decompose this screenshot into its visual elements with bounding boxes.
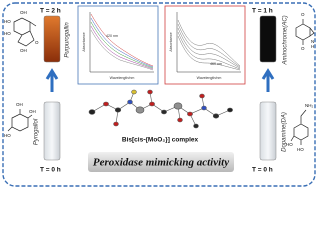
atom-label: OH [20, 48, 27, 53]
crystal-structure [88, 89, 233, 129]
compound-name: Pyrogallol [34, 118, 40, 145]
structure: NH₂ HO HO [286, 103, 313, 152]
atom-label: HO [4, 31, 11, 36]
axis-title: Absorbance [82, 32, 86, 51]
structure: O O N H [295, 12, 315, 51]
atom-label: O [35, 40, 39, 45]
time-label: T = 0 h [40, 167, 61, 174]
atom-label: O [301, 12, 305, 17]
annotation: 420 nm [106, 34, 118, 38]
atom-label: HO [4, 133, 11, 138]
atom-label: HO [4, 19, 11, 24]
axis-title: Absorbance [169, 32, 173, 51]
structure: OH OH HO [4, 102, 36, 138]
atom-label: OH [20, 10, 27, 15]
banner [88, 152, 234, 172]
compound-name: Dopamine(DA) [282, 112, 288, 152]
arrow [261, 68, 275, 92]
axis-title: Wavelength/nm [197, 76, 222, 80]
vial [43, 15, 61, 63]
vial [259, 101, 277, 161]
annotation: 460 nm [210, 62, 222, 66]
time-label: T = 0 h [252, 167, 273, 174]
atom-label: HO [286, 142, 293, 147]
graphical-abstract: T = 2 h Purpurogallin HO OH HO O OH T = … [2, 2, 316, 187]
atom-label: OH [29, 109, 36, 114]
atom-label: O [301, 46, 305, 51]
time-label: T = 2 h [40, 8, 61, 15]
spectrum-panel: Absorbance Wavelength/nm 420 nm [77, 5, 159, 85]
atom-label: N [311, 39, 314, 44]
spectrum-panel: Absorbance Wavelength/nm 460 nm [164, 5, 246, 85]
time-label: T = 1 h [252, 8, 273, 15]
vial [43, 101, 61, 161]
banner-title: Peroxidase mimicking activity [93, 157, 229, 169]
atom-label: NH₂ [305, 103, 313, 108]
compound-name: Purpurogallin [65, 22, 71, 58]
atom-label: HO [297, 147, 304, 152]
atom-label: OH [16, 102, 23, 107]
compound-name: Aminochrome(AC) [283, 15, 289, 65]
vial [259, 15, 277, 63]
arrow [45, 68, 59, 92]
axis-title: Wavelength/nm [110, 76, 135, 80]
structure: HO OH HO O OH [4, 10, 39, 53]
atom-label: H [311, 44, 314, 49]
complex-label: Bis[cis-{MoO₂}] complex [122, 137, 199, 144]
